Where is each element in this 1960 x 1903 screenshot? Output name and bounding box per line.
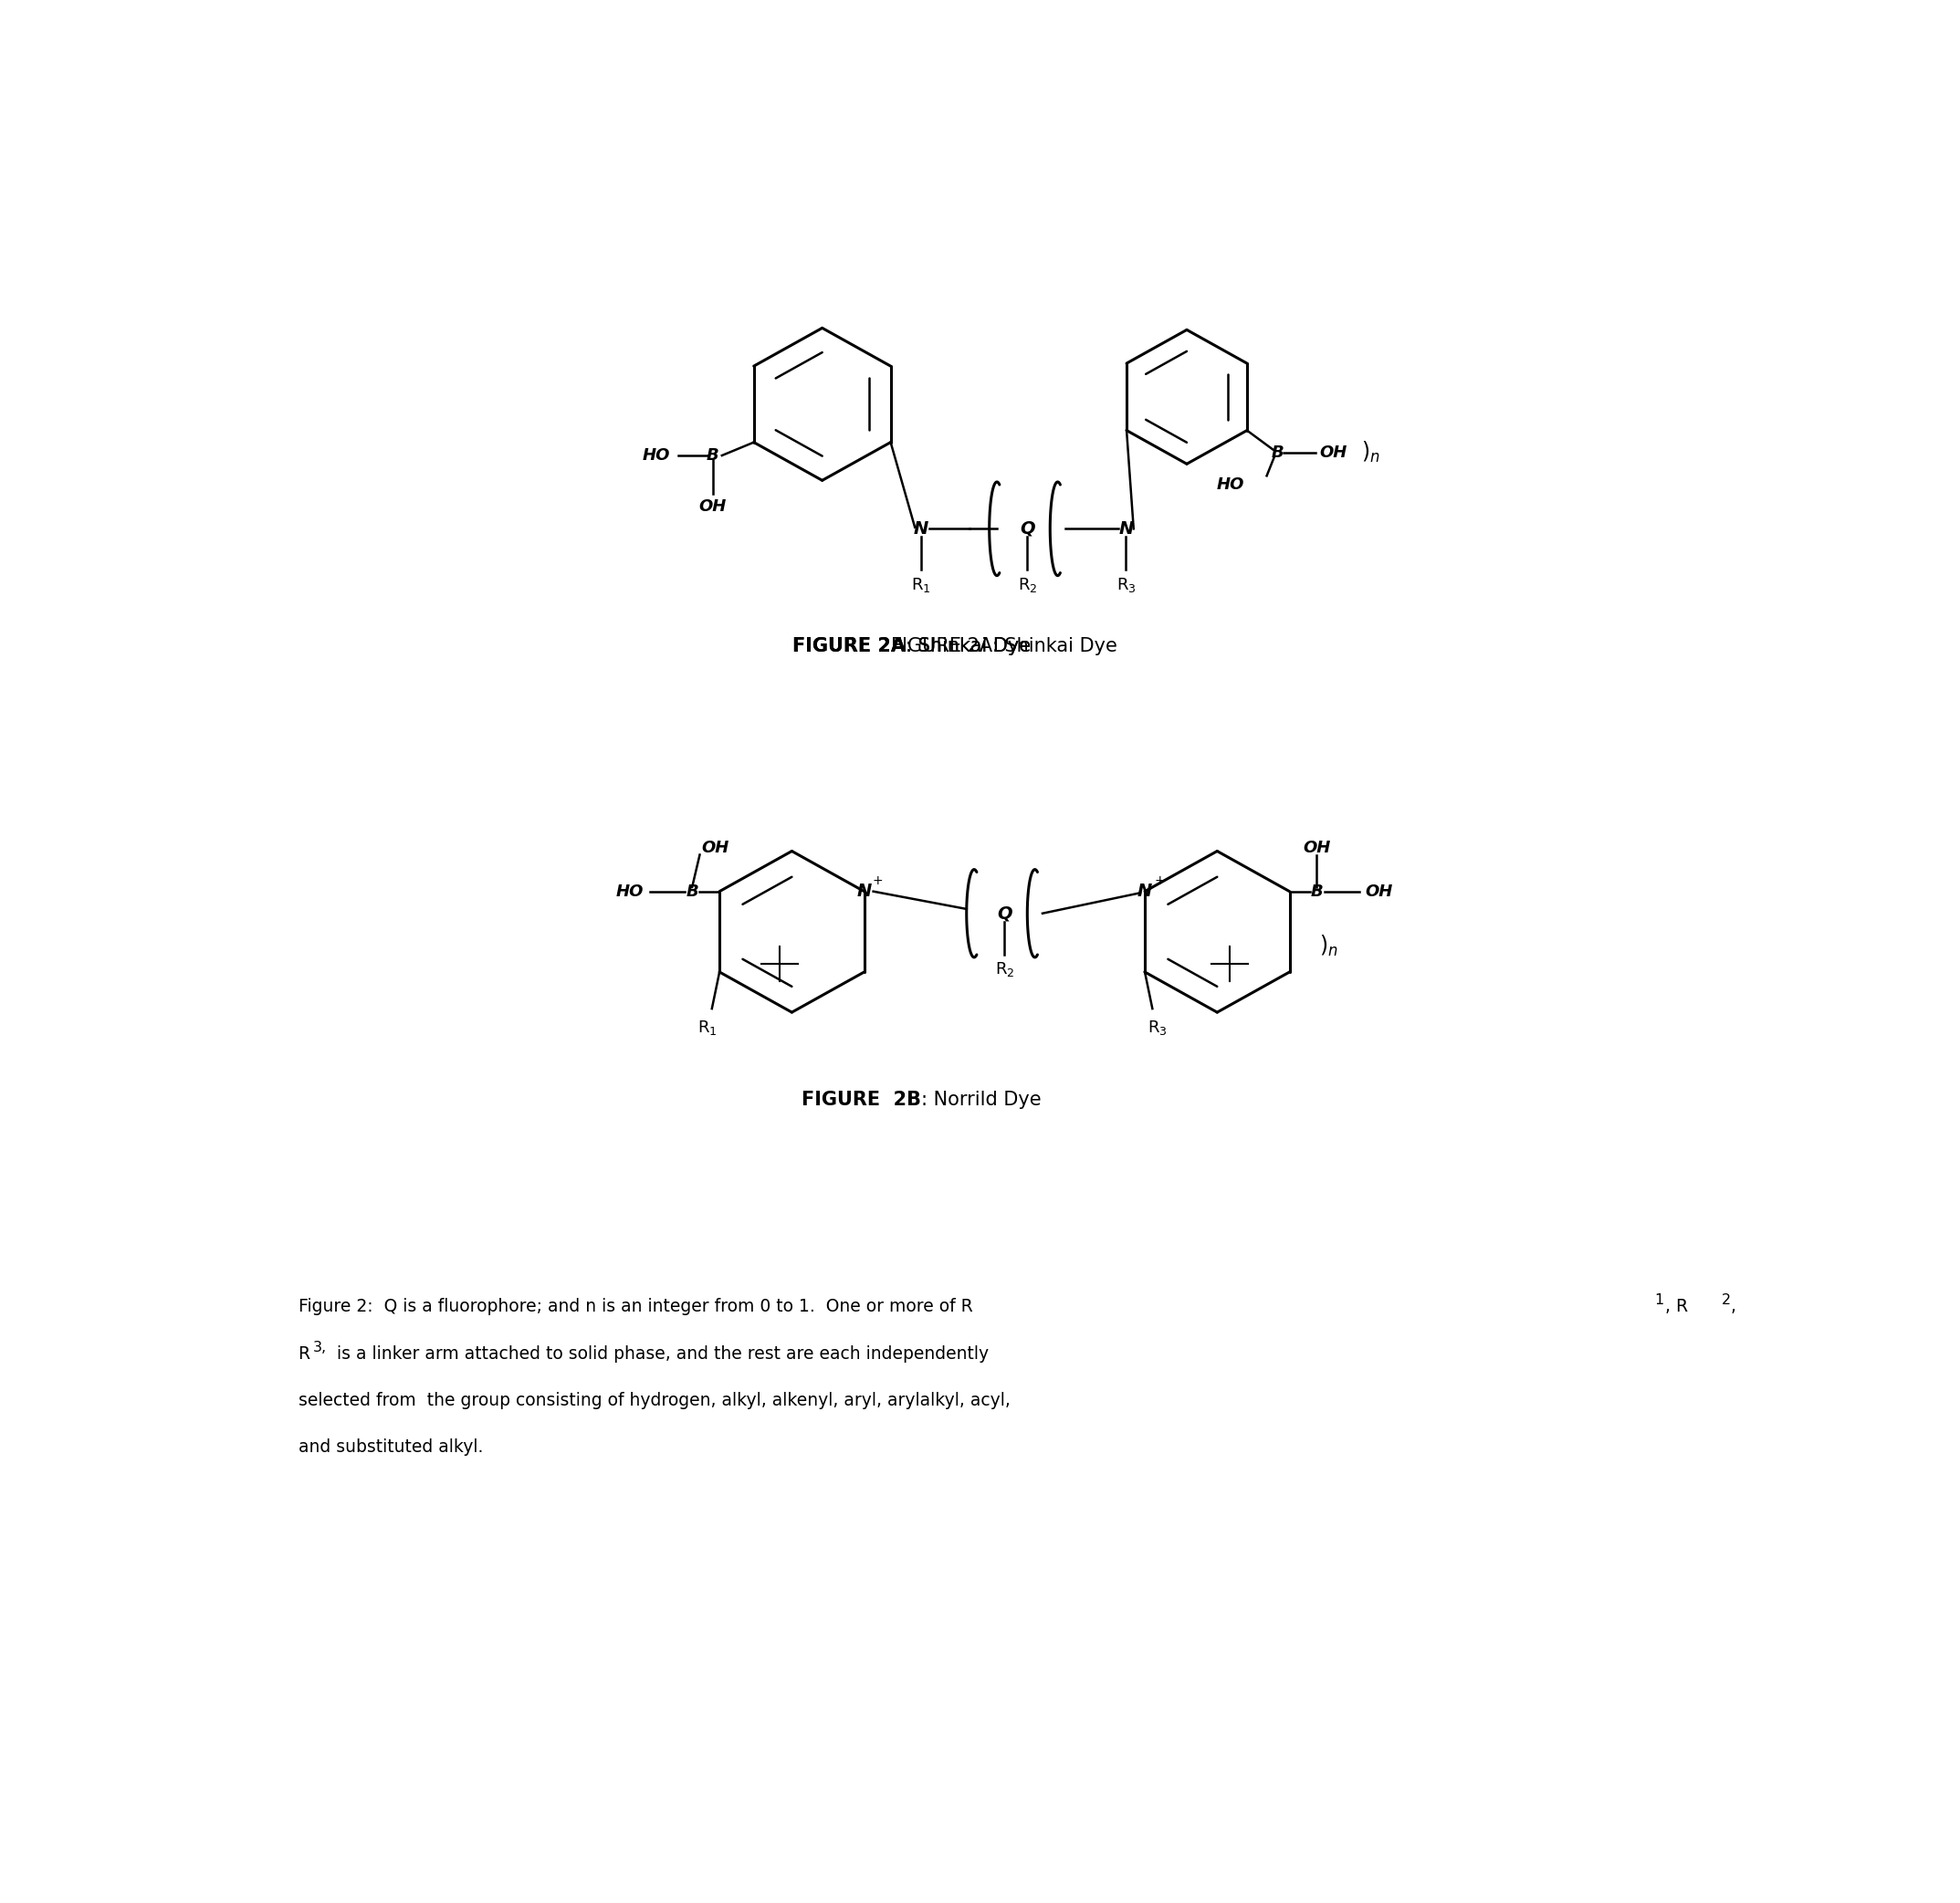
- Text: HO: HO: [643, 447, 670, 464]
- Text: FIGURE 2A: Shinkai Dye: FIGURE 2A: Shinkai Dye: [892, 638, 1117, 655]
- Text: B: B: [706, 447, 719, 464]
- Text: B: B: [1311, 883, 1323, 900]
- Text: R$_3$: R$_3$: [1147, 1018, 1166, 1037]
- Text: R$_2$: R$_2$: [996, 961, 1013, 978]
- Text: )$_n$: )$_n$: [1360, 440, 1380, 464]
- Text: Figure 2:  Q is a fluorophore; and n is an integer from 0 to 1.  One or more of : Figure 2: Q is a fluorophore; and n is a…: [298, 1298, 972, 1315]
- Text: : Norrild Dye: : Norrild Dye: [921, 1090, 1041, 1109]
- Text: , R: , R: [1666, 1298, 1688, 1315]
- Text: OH: OH: [702, 839, 729, 856]
- Text: OH: OH: [1319, 443, 1348, 461]
- Text: HO: HO: [615, 883, 643, 900]
- Text: N: N: [913, 520, 929, 537]
- Text: +: +: [872, 875, 884, 887]
- Text: FIGURE 2A: FIGURE 2A: [792, 638, 906, 655]
- Text: 3,: 3,: [314, 1340, 327, 1355]
- Text: HO: HO: [1217, 476, 1245, 493]
- Text: N: N: [1137, 883, 1152, 900]
- Text: selected from  the group consisting of hydrogen, alkyl, alkenyl, aryl, arylalkyl: selected from the group consisting of hy…: [298, 1391, 1009, 1408]
- Text: B: B: [1272, 443, 1284, 461]
- Text: FIGURE 2A: FIGURE 2A: [792, 638, 906, 655]
- Text: Q: Q: [998, 904, 1011, 923]
- Text: OH: OH: [1303, 839, 1331, 856]
- Text: N: N: [857, 883, 872, 900]
- Text: R$_3$: R$_3$: [1115, 575, 1137, 594]
- Text: R$_1$: R$_1$: [698, 1018, 717, 1037]
- Text: OH: OH: [1366, 883, 1394, 900]
- Text: ,: ,: [1731, 1298, 1737, 1315]
- Text: is a linker arm attached to solid phase, and the rest are each independently: is a linker arm attached to solid phase,…: [331, 1345, 990, 1363]
- Text: : Shinkai Dye: : Shinkai Dye: [906, 638, 1031, 655]
- Text: OH: OH: [700, 499, 727, 514]
- Text: 1: 1: [1654, 1294, 1664, 1307]
- Text: R$_2$: R$_2$: [1017, 575, 1037, 594]
- Text: R$_1$: R$_1$: [911, 575, 931, 594]
- Text: : Shinkai Dye: : Shinkai Dye: [906, 638, 1031, 655]
- Text: FIGURE  2B: FIGURE 2B: [802, 1090, 921, 1109]
- Text: )$_n$: )$_n$: [1319, 934, 1339, 959]
- Text: N: N: [1119, 520, 1133, 537]
- Text: 2: 2: [1721, 1294, 1731, 1307]
- Text: Q: Q: [1019, 520, 1035, 537]
- Text: +: +: [1154, 875, 1166, 887]
- Text: and substituted alkyl.: and substituted alkyl.: [298, 1439, 482, 1456]
- Text: B: B: [686, 883, 698, 900]
- Text: R: R: [298, 1345, 310, 1363]
